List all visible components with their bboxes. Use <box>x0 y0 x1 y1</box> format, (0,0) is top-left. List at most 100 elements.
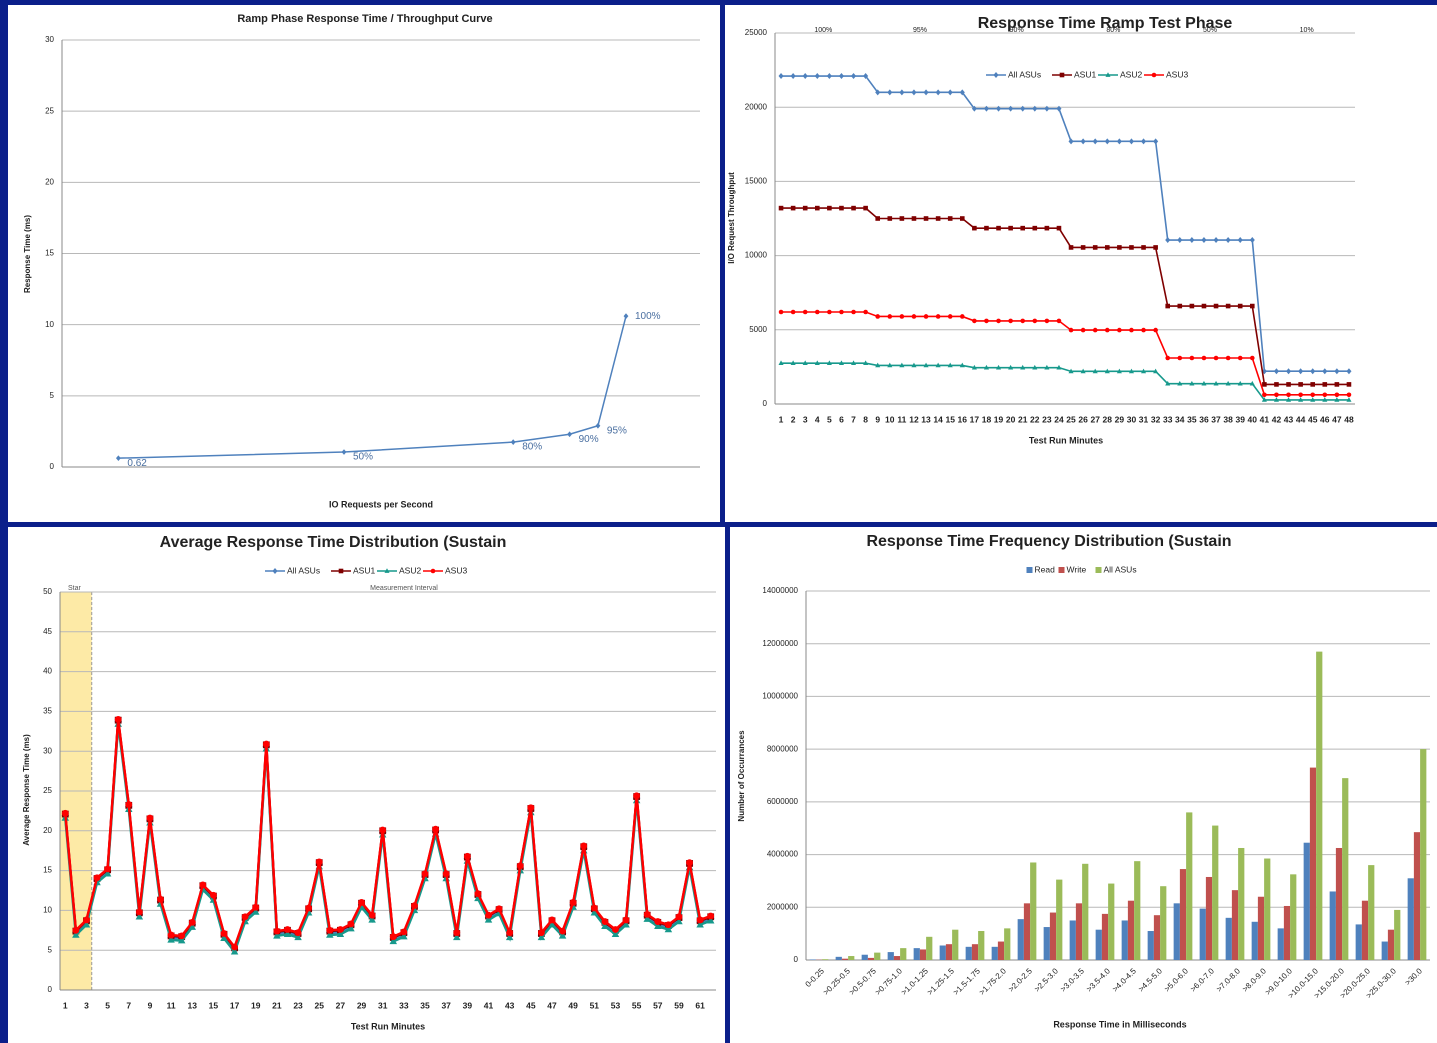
marker <box>93 874 101 882</box>
bar <box>1179 869 1187 960</box>
marker <box>1092 245 1098 250</box>
marker <box>1153 368 1159 374</box>
y-tick-label: 50 <box>43 587 52 596</box>
marker <box>1153 138 1159 145</box>
marker <box>272 568 278 574</box>
marker <box>875 89 881 96</box>
bar <box>1049 912 1057 960</box>
marker <box>358 899 365 906</box>
bar <box>1394 909 1401 960</box>
bar <box>952 929 959 960</box>
x-tick-label: 51 <box>590 1000 600 1010</box>
y-axis-label: I/O Request Throughput <box>727 172 736 264</box>
marker <box>972 318 977 324</box>
marker <box>1261 397 1267 402</box>
x-tick-label: 5 <box>827 414 832 424</box>
marker <box>675 913 683 921</box>
bar <box>1056 879 1063 960</box>
x-tick-label: 59 <box>674 1000 684 1010</box>
marker <box>453 933 461 941</box>
x-tick-label: 20 <box>1006 414 1016 424</box>
legend-label: All ASUs <box>1104 564 1137 574</box>
marker <box>484 915 493 923</box>
marker <box>1201 380 1207 386</box>
marker <box>612 926 619 933</box>
point-label: 80% <box>522 442 542 453</box>
marker <box>495 905 503 913</box>
marker <box>157 895 164 903</box>
marker <box>947 362 953 368</box>
marker <box>252 903 260 911</box>
marker <box>61 809 69 817</box>
marker <box>706 916 715 924</box>
marker <box>1201 355 1207 361</box>
marker <box>273 927 281 935</box>
marker <box>899 362 905 368</box>
bar <box>1212 825 1219 960</box>
point-label: 50% <box>353 452 373 463</box>
marker <box>294 929 302 937</box>
point-label: 0.62 <box>127 458 147 469</box>
marker <box>220 930 228 937</box>
y-tick-label: 10000000 <box>762 692 798 701</box>
marker <box>315 858 323 866</box>
legend-label: ASU3 <box>445 565 467 575</box>
x-axis-label: Test Run Minutes <box>351 1021 425 1031</box>
marker <box>935 89 941 96</box>
marker <box>838 360 844 366</box>
bar <box>1199 908 1206 960</box>
x-tick-label: 30 <box>1127 414 1137 424</box>
series-line <box>781 75 1349 373</box>
marker <box>675 917 683 925</box>
phase-label: 10% <box>1300 27 1314 34</box>
marker <box>923 314 929 319</box>
phase-label: 50% <box>1203 27 1217 34</box>
marker <box>1249 237 1255 244</box>
marker <box>1104 327 1110 333</box>
bar <box>1082 863 1089 960</box>
marker <box>686 859 693 867</box>
marker <box>839 205 844 211</box>
marker <box>790 309 796 315</box>
legend-swatch <box>1095 567 1102 573</box>
bar <box>1264 858 1271 960</box>
legend-label: All ASUs <box>287 565 320 575</box>
bar <box>1127 900 1135 960</box>
x-tick-label: 1 <box>779 414 784 424</box>
x-tick-label: 40 <box>1248 414 1258 424</box>
x-tick-label: 3 <box>84 1000 89 1010</box>
y-tick-label: 30 <box>45 35 54 44</box>
marker <box>664 921 672 929</box>
marker <box>135 908 143 916</box>
legend-label: All ASUs <box>1008 69 1041 79</box>
bar <box>893 956 901 960</box>
x-tick-label: 25 <box>314 1000 324 1010</box>
bar <box>1342 778 1349 960</box>
x-tick-label: 45 <box>526 1000 536 1010</box>
marker <box>1129 245 1134 250</box>
bar <box>1160 886 1167 960</box>
marker <box>559 927 566 935</box>
x-tick-label: 16 <box>958 414 968 424</box>
marker <box>839 309 844 315</box>
marker <box>210 891 217 899</box>
bar <box>919 949 927 960</box>
marker <box>611 930 620 937</box>
marker <box>851 360 857 366</box>
marker <box>485 911 492 919</box>
marker <box>1334 368 1340 375</box>
marker <box>983 105 989 112</box>
x-tick-label: 44 <box>1296 414 1306 424</box>
y-tick-label: 14000000 <box>762 586 798 595</box>
bar <box>822 959 829 960</box>
bar <box>1205 876 1213 960</box>
y-tick-label: 4000000 <box>767 850 799 859</box>
marker <box>1225 303 1231 309</box>
marker <box>1059 72 1065 78</box>
marker <box>463 852 471 860</box>
marker <box>400 932 408 940</box>
y-tick-label: 10 <box>45 320 54 329</box>
y-tick-label: 5000 <box>749 325 767 334</box>
bar <box>1121 920 1128 960</box>
